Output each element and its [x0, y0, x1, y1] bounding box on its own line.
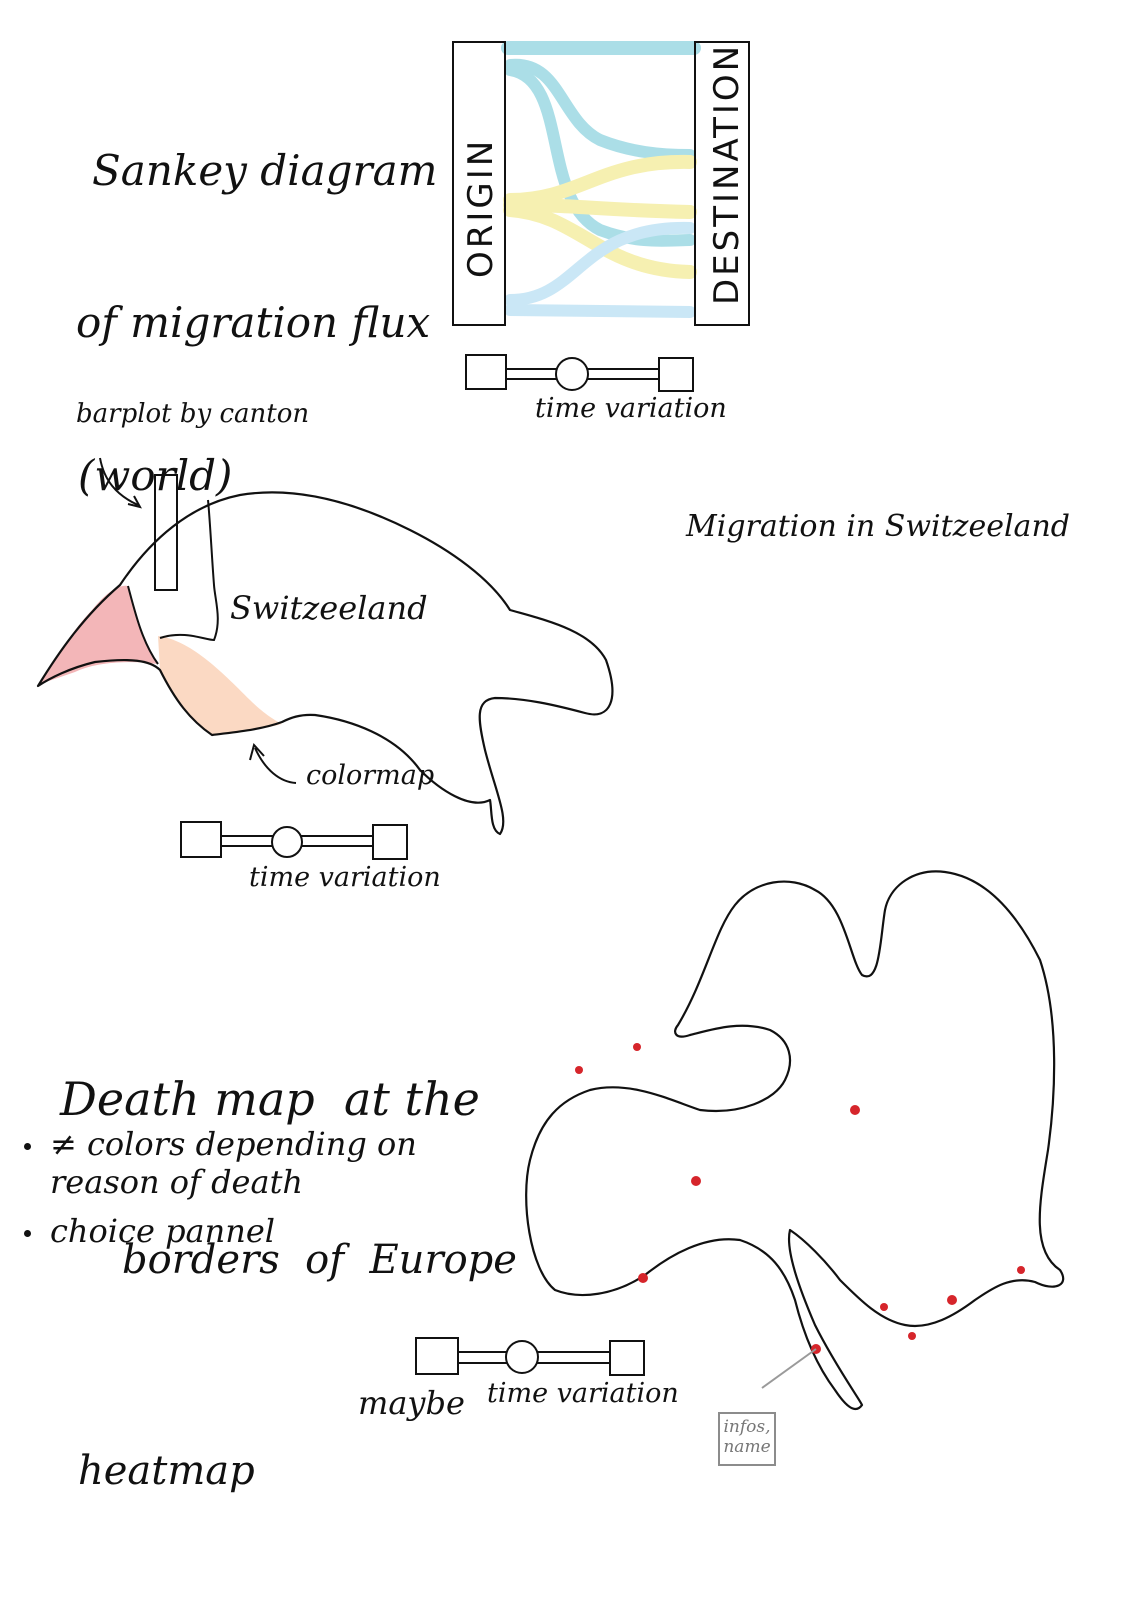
switzerland-slider-right-box[interactable] [372, 824, 408, 860]
death-dot[interactable] [633, 1043, 641, 1051]
feature-text-colors: ≠ colors depending on reason of death [50, 1125, 417, 1202]
sankey-flow-lightblue-1 [504, 221, 696, 306]
death-dot[interactable] [908, 1332, 916, 1340]
barplot-label: barplot by canton [76, 399, 310, 429]
canton-boundary-2 [159, 499, 219, 642]
death-map-feature-list: ≠ colors depending on reason of death ch… [20, 1125, 417, 1260]
colormap-arrow [249, 742, 297, 784]
europe-time-slider[interactable] [415, 1337, 645, 1376]
feature-text-choice-panel: choice pannel [50, 1211, 276, 1250]
death-dots [575, 1043, 1025, 1354]
sankey-flows [501, 41, 701, 318]
destination-box [694, 41, 750, 326]
sankey-time-slider[interactable] [465, 354, 694, 392]
sankey-time-label: time variation [535, 393, 727, 424]
canton-red [40, 585, 158, 684]
sankey-flow-yellow-1 [503, 154, 697, 207]
sankey-flow-yellow-3 [503, 203, 697, 279]
canton-boundary-1 [127, 585, 159, 665]
death-info-tooltip: infos, name [718, 1412, 776, 1466]
bullet-dot [24, 1143, 31, 1150]
colormap-label: colormap [306, 760, 435, 791]
sankey-flow-blue-curve-2 [504, 64, 696, 247]
switzerland-time-label: time variation [249, 862, 441, 893]
feature-item-choice-panel: choice pannel [20, 1212, 417, 1250]
origin-label: ORIGIN [461, 138, 501, 278]
heatmap-label: heatmap [78, 1448, 255, 1494]
sankey-title-line-2: of migration flux [76, 298, 431, 348]
switzerland-country-label: Switzeeland [230, 589, 428, 627]
death-dot[interactable] [1017, 1266, 1025, 1274]
sankey-flow-blue-curve-1 [504, 58, 696, 161]
europe-slider-right-box[interactable] [609, 1340, 645, 1376]
switzerland-time-slider[interactable] [180, 821, 408, 860]
death-dot[interactable] [575, 1066, 583, 1074]
death-dot[interactable] [947, 1295, 957, 1305]
canton-barplot [154, 474, 178, 591]
death-map-title-line-2: borders of Europe [122, 1237, 517, 1284]
switzerland-outline [36, 491, 614, 836]
origin-box [452, 41, 506, 326]
sankey-flow-lightblue-2 [504, 304, 696, 318]
europe-time-label: time variation [487, 1378, 679, 1409]
europe-time-prefix: maybe [358, 1384, 465, 1422]
sankey-slider-handle[interactable] [555, 357, 589, 391]
switzerland-section-title: Migration in Switzeeland [686, 509, 1070, 544]
destination-label: DESTINATION [707, 43, 747, 305]
canton-peach [158, 636, 282, 735]
death-dot[interactable] [691, 1176, 701, 1186]
europe-outline [525, 870, 1065, 1411]
sankey-flow-yellow-2 [503, 198, 697, 219]
sankey-title-line-1: Sankey diagram [92, 145, 438, 195]
bullet-dot [24, 1229, 31, 1237]
sankey-slider-right-box[interactable] [658, 357, 694, 392]
europe-slider-handle[interactable] [505, 1340, 539, 1374]
death-map-title: Death map at the borders of Europe [60, 967, 517, 1336]
death-dot[interactable] [638, 1273, 648, 1283]
europe-slider-left-box[interactable] [415, 1337, 459, 1375]
info-leader-line [761, 1348, 817, 1389]
switzerland-slider-handle[interactable] [271, 826, 303, 858]
sankey-slider-left-box[interactable] [465, 354, 507, 390]
death-dot[interactable] [850, 1105, 860, 1115]
feature-item-colors: ≠ colors depending on reason of death [20, 1125, 417, 1202]
death-dot[interactable] [880, 1303, 888, 1311]
death-map-title-line-1: Death map at the [60, 1071, 480, 1126]
switzerland-slider-left-box[interactable] [180, 821, 222, 858]
barplot-arrow [99, 457, 142, 509]
